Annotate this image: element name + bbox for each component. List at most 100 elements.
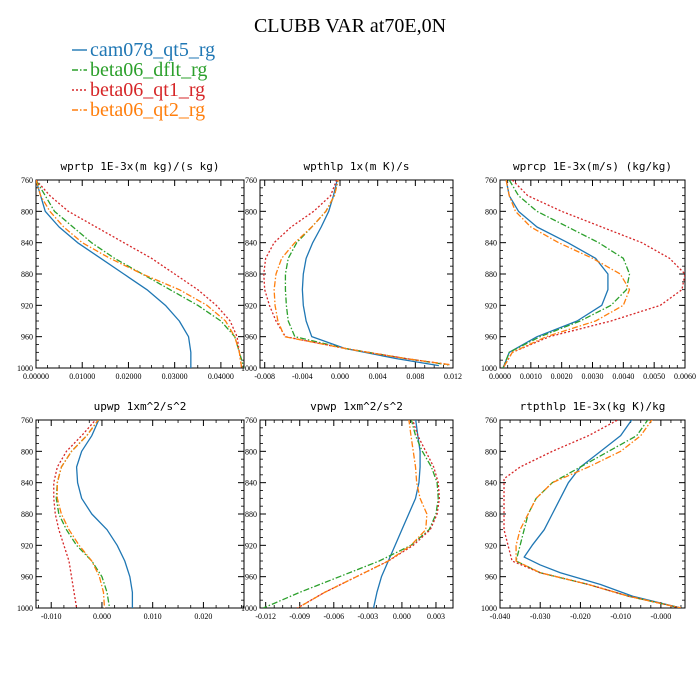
legend-label: beta06_qt2_rg — [90, 99, 205, 121]
y-tick-label: 960 — [485, 333, 497, 342]
x-tick-label: -0.010 — [610, 612, 631, 621]
legend-label: cam078_qt5_rg — [90, 39, 215, 61]
series-line-beta06_qt1_rg — [36, 180, 243, 368]
x-tick-label: 0.0000 — [489, 372, 511, 381]
series-line-beta06_dflt_rg — [502, 180, 631, 368]
panel-title: vpwp 1xm^2/s^2 — [310, 400, 403, 413]
y-tick-label: 840 — [485, 479, 497, 488]
y-tick-label: 800 — [245, 207, 257, 216]
panel-2: wpthlp 1x(m K)/s7608008408809209601000-0… — [241, 160, 462, 381]
y-tick-label: 920 — [245, 301, 257, 310]
y-tick-label: 920 — [21, 301, 33, 310]
figure-title: CLUBB VAR at70E,0N — [254, 15, 446, 37]
plot-frame — [259, 179, 454, 369]
panel-title: wprtp 1E-3x(m kg)/(s kg) — [61, 160, 220, 173]
series-group — [263, 180, 452, 367]
x-tick-label: 0.008 — [406, 372, 424, 381]
x-tick-label: -0.012 — [255, 612, 276, 621]
panel-title: rtpthlp 1E-3x(kg K)/kg — [520, 400, 666, 413]
y-tick-label: 1000 — [481, 604, 497, 613]
series-group — [263, 420, 441, 608]
x-tick-label: 0.000 — [93, 612, 111, 621]
series-line-beta06_qt2_rg — [273, 180, 452, 366]
y-tick-label: 840 — [245, 239, 257, 248]
plot-frame — [35, 419, 245, 609]
x-tick-label: 0.03000 — [162, 372, 188, 381]
series-line-beta06_qt1_rg — [502, 180, 685, 368]
y-tick-label: 960 — [21, 573, 33, 582]
y-tick-label: 1000 — [241, 364, 257, 373]
y-tick-label: 800 — [21, 207, 33, 216]
y-tick-label: 800 — [485, 207, 497, 216]
series-line-cam078_qt5_rg — [36, 180, 192, 368]
y-tick-label: 880 — [21, 270, 33, 279]
series-line-beta06_dflt_rg — [36, 180, 244, 368]
y-tick-label: 960 — [21, 333, 33, 342]
panel-5: vpwp 1xm^2/s^27608008408809209601000-0.0… — [241, 400, 454, 621]
legend-entry-cam078_qt5_rg: cam078_qt5_rg — [72, 39, 215, 61]
panel-4: upwp 1xm^2/s^2 760 800 840 880 920 960 1000 -0.0… — [17, 400, 245, 621]
x-tick-label: -0.000 — [651, 612, 672, 621]
x-tick-label: -0.010 — [41, 612, 62, 621]
x-tick-label: 0.020 — [194, 612, 212, 621]
y-tick-label: 760 — [485, 176, 497, 185]
x-tick-label: 0.0030 — [582, 372, 604, 381]
x-tick-label: -0.040 — [490, 612, 511, 621]
plot-frame — [499, 179, 686, 369]
y-tick-label: 1000 — [481, 364, 497, 373]
legend: cam078_qt5_rgbeta06_dflt_rgbeta06_qt1_rg… — [72, 39, 215, 121]
x-tick-label: 0.003 — [427, 612, 445, 621]
panel-title: wprcp 1E-3x(m/s) (kg/kg) — [513, 160, 672, 173]
panel-title: upwp 1xm^2/s^2 — [94, 400, 187, 413]
y-tick-label: 840 — [245, 479, 257, 488]
x-tick-label: -0.003 — [358, 612, 379, 621]
y-tick-label: 920 — [485, 541, 497, 550]
y-tick-label: 840 — [485, 239, 497, 248]
series-line-cam078_qt5_rg — [301, 180, 439, 367]
x-tick-label: 0.0050 — [643, 372, 665, 381]
y-tick-label: 800 — [245, 447, 257, 456]
panel-1: wprtp 1E-3x(m kg)/(s kg) 760 800 840 880 920 9… — [17, 160, 245, 381]
series-line-cam078_qt5_rg — [523, 420, 682, 608]
series-group — [36, 180, 244, 368]
x-tick-label: 0.000 — [331, 372, 349, 381]
y-tick-label: 1000 — [17, 604, 33, 613]
series-line-beta06_dflt_rg — [515, 420, 682, 608]
y-tick-label: 960 — [245, 333, 257, 342]
x-tick-label: 0.00000 — [23, 372, 49, 381]
x-tick-label: -0.006 — [323, 612, 344, 621]
y-tick-label: 880 — [485, 510, 497, 519]
series-line-beta06_qt2_rg — [502, 180, 631, 368]
series-line-beta06_qt1_rg — [297, 420, 441, 608]
x-tick-label: 0.004 — [369, 372, 387, 381]
y-tick-label: 840 — [21, 239, 33, 248]
panel-title: wpthlp 1x(m K)/s — [304, 160, 410, 173]
legend-entry-beta06_dflt_rg: beta06_dflt_rg — [72, 59, 207, 81]
y-tick-label: 880 — [485, 270, 497, 279]
x-tick-label: -0.020 — [570, 612, 591, 621]
series-line-beta06_qt1_rg — [503, 420, 682, 608]
x-tick-label: -0.004 — [292, 372, 313, 381]
x-tick-label: 0.010 — [144, 612, 162, 621]
y-tick-label: 920 — [485, 301, 497, 310]
plot-frame — [35, 179, 245, 369]
series-group — [503, 420, 682, 608]
x-tick-label: 0.0010 — [520, 372, 542, 381]
x-tick-label: -0.030 — [530, 612, 551, 621]
y-tick-label: 800 — [485, 447, 497, 456]
series-line-beta06_dflt_rg — [55, 420, 111, 608]
legend-entry-beta06_qt1_rg: beta06_qt1_rg — [72, 79, 205, 101]
y-tick-label: 840 — [21, 479, 33, 488]
series-line-cam078_qt5_rg — [372, 420, 421, 608]
panel-3: wprcp 1E-3x(m/s) (kg/kg) 760 800 840 880 920 9… — [481, 160, 696, 381]
series-line-beta06_qt2_rg — [56, 420, 106, 608]
y-tick-label: 880 — [21, 510, 33, 519]
series-line-beta06_qt2_rg — [297, 420, 428, 608]
series-line-cam078_qt5_rg — [75, 420, 134, 608]
x-tick-label: 0.0020 — [551, 372, 573, 381]
y-tick-label: 880 — [245, 270, 257, 279]
y-tick-label: 760 — [21, 176, 33, 185]
legend-label: beta06_qt1_rg — [90, 79, 205, 101]
legend-label: beta06_dflt_rg — [90, 59, 207, 81]
